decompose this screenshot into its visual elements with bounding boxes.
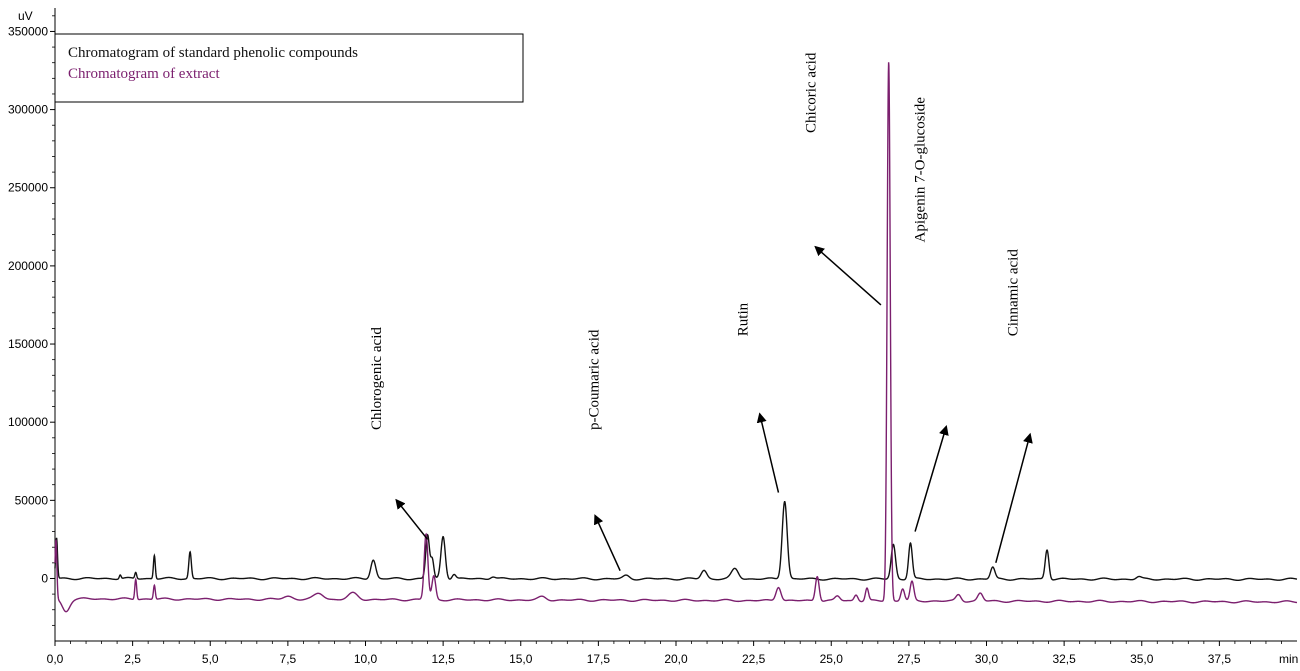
x-tick-label: 22,5 (742, 652, 766, 666)
x-tick-label: 30,0 (975, 652, 999, 666)
legend: Chromatogram of standard phenolic compou… (54, 33, 524, 103)
y-tick-label: 300000 (8, 103, 48, 117)
x-tick-label: 10,0 (354, 652, 378, 666)
x-tick-label: 37,5 (1208, 652, 1232, 666)
peak-label: Chicoric acid (804, 52, 820, 133)
annotation-arrow (594, 514, 621, 571)
y-tick-label: 50000 (15, 493, 49, 507)
y-tick-label: 350000 (8, 24, 48, 38)
series-line-0 (54, 500, 1298, 582)
x-tick-label: 7,5 (280, 652, 297, 666)
peak-label: Chlorogenic acid (369, 327, 385, 430)
x-axis-unit: min (1279, 652, 1298, 666)
series-layer (54, 62, 1298, 613)
y-tick-label: 150000 (8, 337, 48, 351)
x-tick-label: 27,5 (897, 652, 921, 666)
series-line-1 (54, 62, 1298, 613)
legend-entry-extract: Chromatogram of extract (68, 66, 220, 82)
axes: 0,0 2,5 5,0 7,5 10,0 12,5 15,0 17,5 20,0 22,5 25,0… (8, 8, 1298, 666)
x-tick-label: 0,0 (47, 652, 64, 666)
annotation-arrow (395, 498, 429, 540)
y-tick-label: 0 (41, 571, 48, 585)
legend-entry-standard: Chromatogram of standard phenolic compou… (68, 45, 358, 61)
peak-label: Apigenin 7-O-glucoside (912, 97, 928, 243)
legend-box (54, 33, 524, 103)
peak-label: Cinnamic acid (1006, 249, 1022, 337)
x-tick-label: 25,0 (820, 652, 844, 666)
x-tick-label: 17,5 (587, 652, 611, 666)
x-tick-label: 15,0 (509, 652, 533, 666)
annotation-arrow (756, 412, 780, 493)
y-tick-label: 200000 (8, 259, 48, 273)
peak-label: Rutin (735, 302, 751, 336)
x-tick-label: 12,5 (431, 652, 455, 666)
annotation-layer: Chlorogenic acid p-Coumaric acid Rutin Chic… (369, 52, 1033, 571)
annotation-arrow (995, 432, 1033, 564)
y-tick-label: 100000 (8, 415, 48, 429)
x-tick-label: 20,0 (664, 652, 688, 666)
y-axis-unit: uV (18, 9, 33, 23)
y-tick-label: 250000 (8, 181, 48, 195)
x-tick-label: 35,0 (1130, 652, 1154, 666)
peak-label: p-Coumaric acid (586, 329, 602, 430)
x-tick-label: 32,5 (1052, 652, 1076, 666)
x-tick-label: 5,0 (202, 652, 219, 666)
x-tick-label: 2,5 (124, 652, 141, 666)
annotation-arrow (814, 245, 882, 306)
annotation-arrow (914, 424, 949, 532)
